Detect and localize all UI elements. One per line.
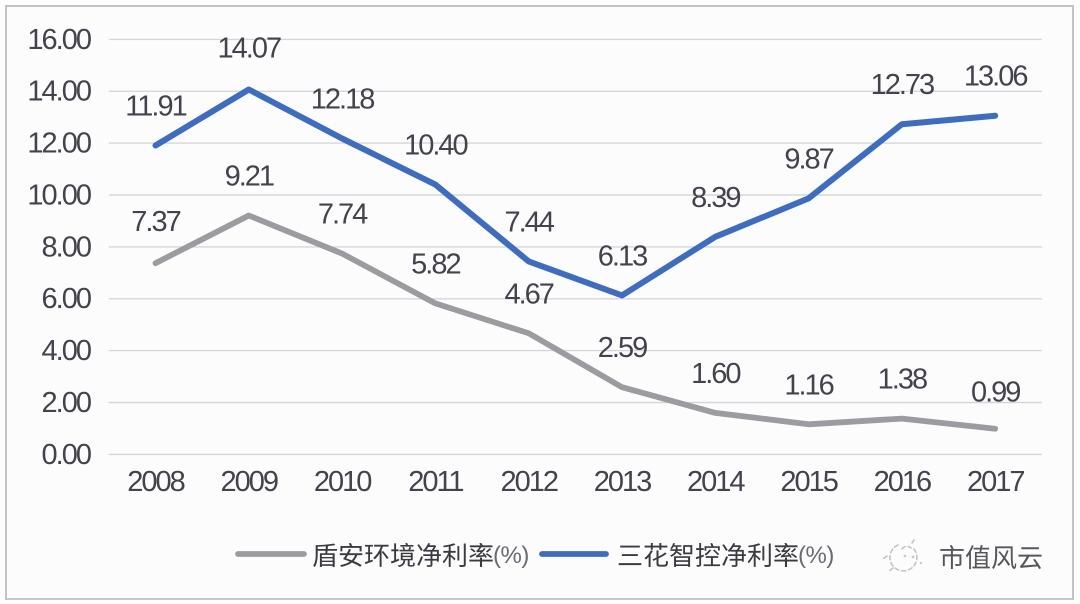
svg-text:6.13: 6.13	[598, 240, 647, 272]
svg-text:0.00: 0.00	[42, 439, 91, 471]
svg-text:2.59: 2.59	[598, 332, 647, 364]
svg-text:0.99: 0.99	[971, 377, 1020, 409]
svg-text:5.82: 5.82	[411, 248, 460, 280]
svg-text:2013: 2013	[594, 466, 651, 498]
svg-text:9.21: 9.21	[225, 161, 274, 193]
svg-text:8.39: 8.39	[691, 182, 740, 214]
svg-text:14.00: 14.00	[27, 76, 90, 108]
svg-text:6.00: 6.00	[42, 283, 91, 315]
svg-text:4.00: 4.00	[42, 335, 91, 367]
svg-text:(%): (%)	[493, 542, 529, 569]
svg-text:10.00: 10.00	[27, 179, 90, 211]
svg-text:14.07: 14.07	[218, 33, 281, 65]
svg-text:2009: 2009	[221, 466, 278, 498]
svg-text:1.16: 1.16	[784, 369, 833, 401]
svg-text:11.91: 11.91	[125, 91, 186, 123]
svg-text:12.73: 12.73	[871, 69, 934, 101]
svg-text:4.67: 4.67	[504, 278, 553, 310]
svg-text:2017: 2017	[967, 466, 1024, 498]
svg-text:16.00: 16.00	[27, 24, 90, 56]
svg-text:2.00: 2.00	[42, 387, 91, 419]
svg-text:2010: 2010	[314, 466, 371, 498]
svg-text:2012: 2012	[500, 466, 557, 498]
svg-text:1.60: 1.60	[691, 358, 740, 390]
svg-text:12.00: 12.00	[27, 128, 90, 160]
svg-text:7.37: 7.37	[131, 206, 180, 238]
svg-text:8.00: 8.00	[42, 231, 91, 263]
svg-text:2016: 2016	[874, 466, 931, 498]
svg-text:12.18: 12.18	[311, 84, 374, 116]
svg-text:2011: 2011	[408, 466, 463, 498]
svg-text:7.44: 7.44	[504, 206, 554, 238]
svg-text:13.06: 13.06	[964, 61, 1027, 93]
svg-text:7.74: 7.74	[318, 199, 368, 231]
svg-text:10.40: 10.40	[404, 130, 467, 162]
svg-text:2015: 2015	[780, 466, 837, 498]
svg-text:1.38: 1.38	[878, 364, 927, 396]
svg-text:2008: 2008	[127, 466, 184, 498]
svg-text:(%): (%)	[798, 542, 834, 569]
svg-text:9.87: 9.87	[784, 143, 833, 175]
svg-text:2014: 2014	[687, 466, 745, 498]
